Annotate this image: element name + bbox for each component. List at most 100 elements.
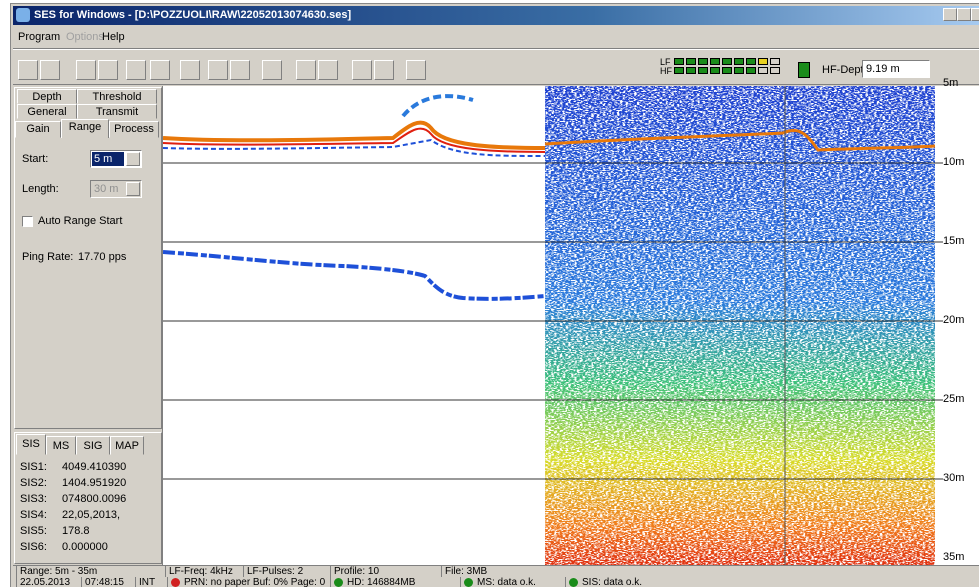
info-panel bbox=[14, 432, 162, 564]
toolbar-button[interactable] bbox=[208, 60, 228, 80]
depth-label: 20m bbox=[943, 314, 965, 326]
tab[interactable]: MS bbox=[46, 436, 76, 455]
settings-panel bbox=[14, 87, 162, 429]
info-value: 1404.951920 bbox=[62, 477, 127, 489]
depth-scale bbox=[935, 86, 979, 565]
status-cell: 22.05.2013 bbox=[16, 577, 70, 587]
toolbar-button[interactable] bbox=[374, 60, 394, 80]
toolbar-button[interactable] bbox=[180, 60, 200, 80]
depth-label: 5m bbox=[943, 77, 959, 89]
info-value: 4049.410390 bbox=[62, 461, 127, 473]
toolbar-button[interactable] bbox=[262, 60, 282, 80]
dropdown-arrow[interactable] bbox=[126, 152, 140, 166]
info-label: SIS2: bbox=[20, 477, 47, 489]
meter-segment bbox=[746, 67, 756, 74]
seabed-echo bbox=[163, 120, 546, 150]
seabed-echo bbox=[163, 127, 546, 153]
checkbox[interactable] bbox=[22, 216, 33, 227]
toolbar-button[interactable] bbox=[76, 60, 96, 80]
toolbar-button[interactable] bbox=[296, 60, 316, 80]
hf-noise bbox=[545, 86, 935, 565]
sub-bottom-echo bbox=[163, 250, 546, 301]
seabed-echo bbox=[544, 128, 936, 152]
tab[interactable]: SIG bbox=[76, 436, 110, 455]
tab[interactable]: General bbox=[17, 104, 77, 119]
toolbar-button[interactable] bbox=[318, 60, 338, 80]
status-cell: 07:48:15 bbox=[81, 577, 124, 587]
toolbar-button[interactable] bbox=[352, 60, 372, 80]
hf-depth-label: HF-Depth: bbox=[822, 64, 873, 76]
tab[interactable]: Depth bbox=[17, 89, 77, 104]
tab[interactable]: Transmit bbox=[77, 104, 157, 119]
hf-label: HF bbox=[660, 66, 672, 76]
toolbar-button[interactable] bbox=[150, 60, 170, 80]
status-dot bbox=[569, 578, 578, 587]
echogram bbox=[163, 86, 979, 565]
status-cell: HD: 146884MB bbox=[330, 577, 415, 587]
info-value: 0.000000 bbox=[62, 541, 108, 553]
status-cell: LF-Freq: 4kHz bbox=[165, 566, 245, 577]
meter-segment bbox=[674, 58, 684, 65]
info-value: 22,05,2013, bbox=[62, 509, 121, 521]
status-cell: Range: 5m - 35m bbox=[16, 566, 168, 577]
meter-segment bbox=[674, 67, 684, 74]
status-dot bbox=[171, 578, 180, 587]
dropdown-arrow[interactable] bbox=[126, 182, 140, 196]
meter-segment bbox=[734, 67, 744, 74]
lf-label: LF bbox=[660, 57, 671, 67]
tab-selected[interactable]: Range bbox=[61, 119, 109, 138]
tab[interactable]: Process bbox=[109, 121, 159, 138]
separator bbox=[13, 48, 979, 50]
menu-item[interactable]: Help bbox=[102, 31, 125, 43]
info-label: SIS4: bbox=[20, 509, 47, 521]
minimize-button[interactable] bbox=[943, 8, 957, 21]
status-indicator bbox=[798, 62, 810, 78]
lf-panel bbox=[163, 86, 545, 565]
toolbar-button[interactable] bbox=[406, 60, 426, 80]
tab[interactable]: Threshold bbox=[77, 89, 157, 104]
status-cell: INT bbox=[135, 577, 155, 587]
meter-segment bbox=[746, 58, 756, 65]
toolbar-button[interactable] bbox=[230, 60, 250, 80]
meter-segment bbox=[710, 67, 720, 74]
status-dot bbox=[464, 578, 473, 587]
toolbar-button[interactable] bbox=[98, 60, 118, 80]
meter-segment bbox=[770, 58, 780, 65]
menu-item[interactable]: Options bbox=[66, 31, 104, 43]
depth-label: 10m bbox=[943, 156, 965, 168]
ping-rate-label: Ping Rate: bbox=[22, 251, 74, 263]
depth-label: 30m bbox=[943, 472, 965, 484]
depth-label: 15m bbox=[943, 235, 965, 247]
info-label: SIS6: bbox=[20, 541, 47, 553]
info-label: SIS1: bbox=[20, 461, 47, 473]
status-cell: File: 3MB bbox=[441, 566, 785, 577]
tab-selected[interactable]: SIS bbox=[16, 434, 46, 455]
status-cell: SIS: data o.k. bbox=[565, 577, 642, 587]
auto-range-label: Auto Range Start bbox=[38, 215, 123, 227]
meter-segment bbox=[686, 67, 696, 74]
close-button[interactable] bbox=[971, 8, 979, 21]
echo bbox=[401, 94, 474, 118]
meter-segment bbox=[722, 58, 732, 65]
status-bar bbox=[13, 565, 979, 587]
start-value: 5 m bbox=[92, 152, 124, 166]
meter-segment bbox=[770, 67, 780, 74]
meter-segment bbox=[758, 58, 768, 65]
status-cell: MS: data o.k. bbox=[460, 577, 536, 587]
status-cell: PRN: no paper Buf: 0% Page: 0 bbox=[167, 577, 325, 587]
menu-item[interactable]: Program bbox=[18, 31, 61, 43]
toolbar-button[interactable] bbox=[40, 60, 60, 80]
toolbar-button[interactable] bbox=[126, 60, 146, 80]
separator bbox=[13, 84, 979, 85]
meter-segment bbox=[734, 58, 744, 65]
status-cell: LF-Pulses: 2 bbox=[243, 566, 332, 577]
maximize-button[interactable] bbox=[957, 8, 971, 21]
title-bar bbox=[13, 6, 979, 25]
depth-label: 35m bbox=[943, 551, 965, 563]
tab[interactable]: MAP bbox=[110, 436, 144, 455]
tab[interactable]: Gain bbox=[15, 121, 61, 138]
toolbar-button[interactable] bbox=[18, 60, 38, 80]
status-cell: Profile: 10 bbox=[330, 566, 443, 577]
meter-segment bbox=[758, 67, 768, 74]
